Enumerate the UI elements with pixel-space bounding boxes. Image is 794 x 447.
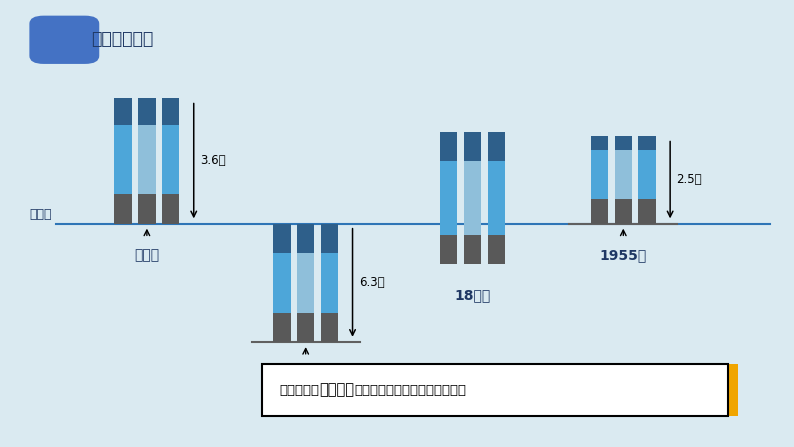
Bar — [638, 150, 656, 199]
Bar — [297, 313, 314, 342]
Text: 正是导致海陆变迁的重要原因。: 正是导致海陆变迁的重要原因。 — [354, 384, 467, 396]
Bar — [464, 132, 481, 161]
Text: 6.3米: 6.3米 — [359, 276, 384, 289]
Bar — [638, 136, 656, 150]
Bar — [591, 199, 608, 224]
Bar — [321, 253, 338, 313]
Bar — [162, 194, 179, 224]
Text: 海平面: 海平面 — [29, 208, 52, 221]
Bar — [162, 98, 179, 125]
Text: 15世纪: 15世纪 — [287, 367, 324, 380]
Bar — [464, 161, 481, 235]
Text: 1955年: 1955年 — [599, 248, 647, 262]
Text: 3.6米: 3.6米 — [200, 154, 225, 168]
FancyBboxPatch shape — [728, 364, 738, 416]
Bar — [297, 224, 314, 253]
Bar — [440, 161, 457, 235]
Bar — [138, 125, 156, 194]
Bar — [638, 199, 656, 224]
Bar — [321, 224, 338, 253]
Text: 18世纪: 18世纪 — [454, 288, 491, 302]
Bar — [488, 161, 505, 235]
Bar — [321, 313, 338, 342]
Bar — [297, 253, 314, 313]
Bar — [138, 194, 156, 224]
Bar — [440, 235, 457, 264]
FancyBboxPatch shape — [29, 16, 99, 64]
Text: 2.5米: 2.5米 — [676, 173, 702, 186]
Bar — [464, 235, 481, 264]
FancyBboxPatch shape — [262, 364, 728, 416]
Bar — [615, 150, 632, 199]
Bar — [591, 150, 608, 199]
Bar — [591, 136, 608, 150]
Bar — [615, 136, 632, 150]
Text: 认识地壳变动: 认识地壳变动 — [91, 30, 153, 48]
Text: 地壳的这种: 地壳的这种 — [279, 384, 319, 396]
Bar — [114, 194, 132, 224]
Bar — [615, 199, 632, 224]
Bar — [273, 224, 291, 253]
Bar — [138, 98, 156, 125]
Bar — [114, 98, 132, 125]
Text: 升降运动: 升降运动 — [319, 383, 354, 397]
Text: 建成时: 建成时 — [134, 248, 160, 262]
Bar — [162, 125, 179, 194]
Bar — [488, 132, 505, 161]
Bar — [488, 235, 505, 264]
Bar — [273, 313, 291, 342]
Bar — [114, 125, 132, 194]
Bar — [440, 132, 457, 161]
Bar — [273, 253, 291, 313]
